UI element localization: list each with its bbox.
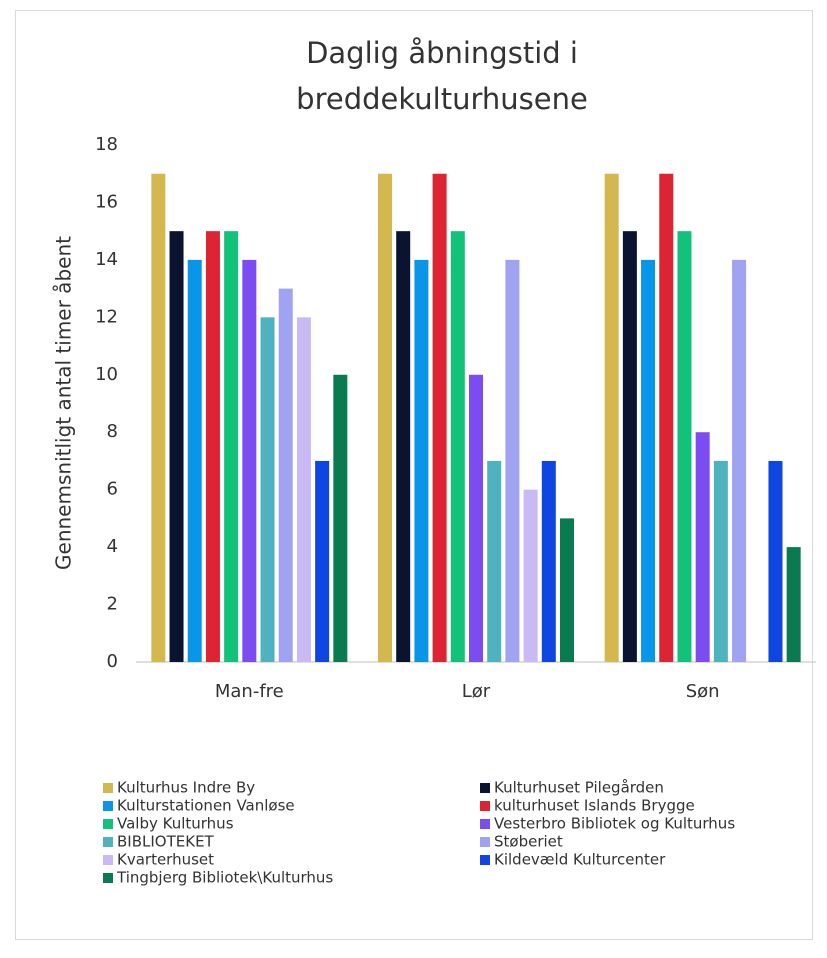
bar <box>659 173 674 662</box>
bar <box>469 374 483 662</box>
legend-swatch <box>103 837 113 847</box>
y-tick-label: 4 <box>107 536 118 557</box>
bar <box>205 231 220 662</box>
bar <box>713 460 728 662</box>
chart-title: Daglig åbningstid i breddekulturhusene <box>296 36 588 116</box>
y-tick-label: 14 <box>95 249 118 270</box>
legend-swatch <box>480 801 490 811</box>
legend-label: Kulturhus Indre By <box>117 779 255 797</box>
legend-label: BIBLIOTEKET <box>117 833 215 851</box>
legend-label: Tingbjerg Bibliotek\Kulturhus <box>116 869 333 887</box>
y-tick-label: 6 <box>107 479 118 500</box>
bar <box>641 259 656 662</box>
bar <box>260 317 275 662</box>
bar <box>315 460 330 662</box>
bar <box>414 259 429 662</box>
y-tick-label: 16 <box>95 191 118 212</box>
y-tick-label: 2 <box>107 594 118 615</box>
legend-swatch <box>480 819 490 829</box>
bar <box>677 231 692 662</box>
bar <box>732 259 747 662</box>
legend-swatch <box>480 855 490 865</box>
x-tick-label: Lør <box>462 681 491 702</box>
x-tick-label: Man-fre <box>215 681 284 702</box>
bar <box>622 231 637 662</box>
legend-swatch <box>103 801 113 811</box>
bar <box>604 173 619 662</box>
bar <box>169 231 184 662</box>
legend-label: Kulturhuset Pilegården <box>494 779 664 797</box>
y-tick-label: 12 <box>95 306 118 327</box>
bar <box>786 547 801 662</box>
legend-swatch <box>480 783 490 793</box>
bar <box>695 432 710 662</box>
bar <box>541 460 556 662</box>
legend-label: Vesterbro Bibliotek og Kulturhus <box>494 815 735 833</box>
legend-swatch <box>103 819 113 829</box>
x-tick-label: Søn <box>686 681 720 702</box>
bar <box>487 460 502 662</box>
y-axis-label: Gennemsnitligt antal timer åbent <box>52 236 76 570</box>
bar <box>278 288 293 662</box>
y-tick-label: 0 <box>107 651 118 672</box>
y-tick-label: 18 <box>95 134 118 155</box>
bar <box>396 231 411 662</box>
legend-label: Kildevæld Kulturcenter <box>494 851 666 869</box>
bar <box>505 259 520 662</box>
legend-swatch <box>103 783 113 793</box>
legend-label: Valby Kulturhus <box>117 815 234 833</box>
bar <box>450 231 465 662</box>
bar <box>151 173 166 662</box>
legend-label: Kvarterhuset <box>117 851 214 869</box>
y-tick-label: 8 <box>107 421 118 442</box>
bar <box>187 259 202 662</box>
legend-label: Støberiet <box>494 833 563 851</box>
bar <box>333 374 348 662</box>
bar <box>523 489 538 662</box>
bar <box>242 259 257 662</box>
legend-swatch <box>103 873 113 883</box>
bar <box>296 317 311 662</box>
legend-swatch <box>480 837 490 847</box>
legend-label: Kulturstationen Vanløse <box>117 797 295 815</box>
y-tick-label: 10 <box>95 364 118 385</box>
bar <box>378 173 392 662</box>
bar <box>560 518 574 662</box>
bar <box>768 460 783 662</box>
bar <box>224 231 239 662</box>
bar <box>432 173 447 662</box>
legend-label: kulturhuset Islands Brygge <box>494 797 695 815</box>
legend-swatch <box>103 855 113 865</box>
